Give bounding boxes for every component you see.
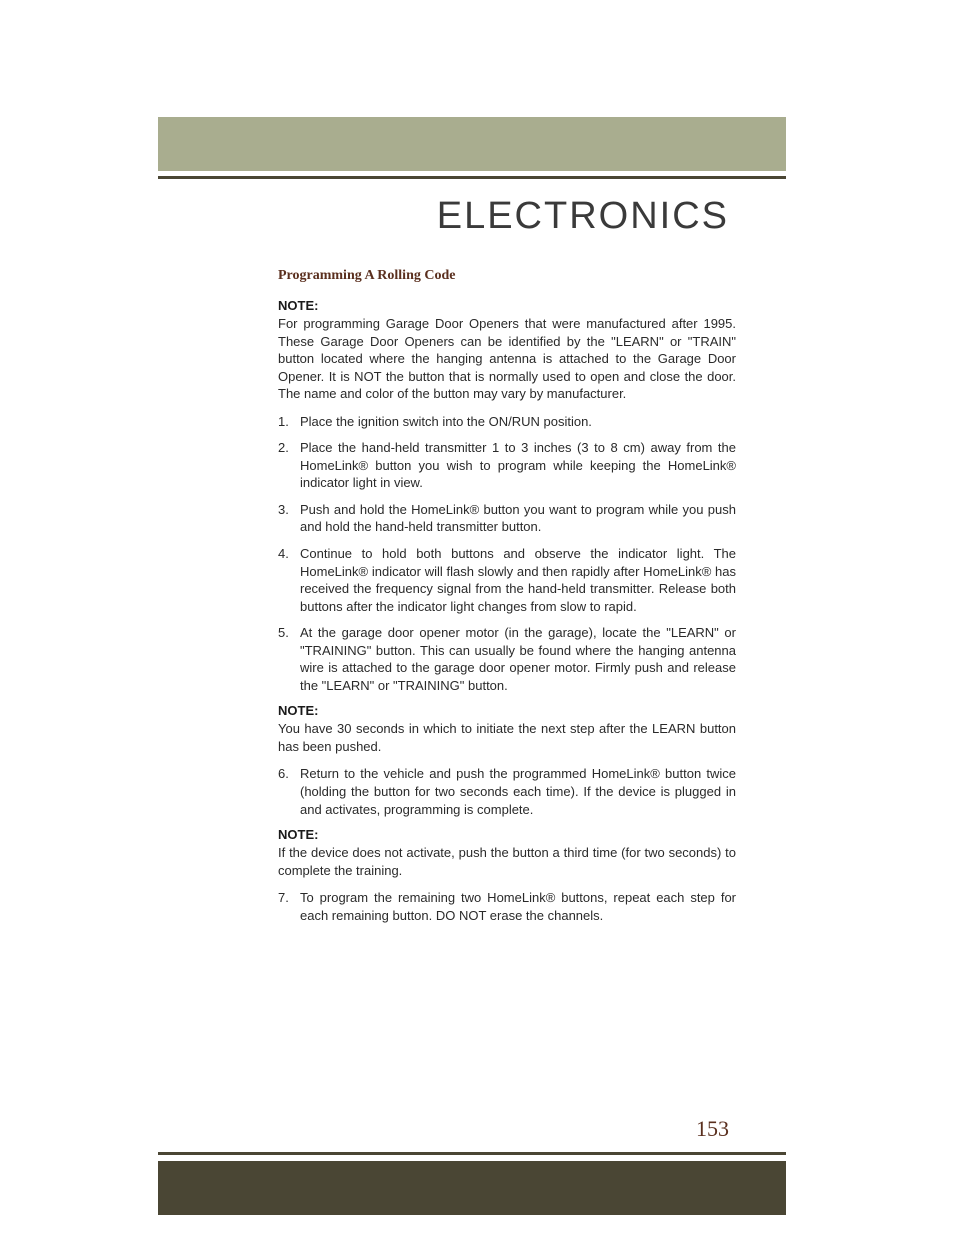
instruction-step: Continue to hold both buttons and observ… — [278, 545, 736, 615]
instruction-list-1: Place the ignition switch into the ON/RU… — [278, 413, 736, 695]
note-body-3: If the device does not activate, push th… — [278, 844, 736, 879]
page-number: 153 — [696, 1116, 729, 1142]
instruction-list-3: To program the remaining two HomeLink® b… — [278, 889, 736, 924]
note-body-2: You have 30 seconds in which to initiate… — [278, 720, 736, 755]
header-band — [158, 117, 786, 171]
note-label-1: NOTE: — [278, 298, 736, 313]
instruction-step: To program the remaining two HomeLink® b… — [278, 889, 736, 924]
note-label-2: NOTE: — [278, 703, 736, 718]
instruction-step: Place the hand-held transmitter 1 to 3 i… — [278, 439, 736, 492]
instruction-list-2: Return to the vehicle and push the progr… — [278, 765, 736, 818]
note-label-3: NOTE: — [278, 827, 736, 842]
instruction-step: At the garage door opener motor (in the … — [278, 624, 736, 694]
instruction-step: Push and hold the HomeLink® button you w… — [278, 501, 736, 536]
footer-band — [158, 1161, 786, 1215]
footer-rule — [158, 1152, 786, 1155]
note-body-1: For programming Garage Door Openers that… — [278, 315, 736, 403]
chapter-title: ELECTRONICS — [437, 195, 729, 238]
instruction-step: Return to the vehicle and push the progr… — [278, 765, 736, 818]
header-rule — [158, 176, 786, 179]
page-content: Programming A Rolling Code NOTE: For pro… — [278, 268, 736, 933]
instruction-step: Place the ignition switch into the ON/RU… — [278, 413, 736, 431]
section-heading: Programming A Rolling Code — [278, 268, 736, 284]
